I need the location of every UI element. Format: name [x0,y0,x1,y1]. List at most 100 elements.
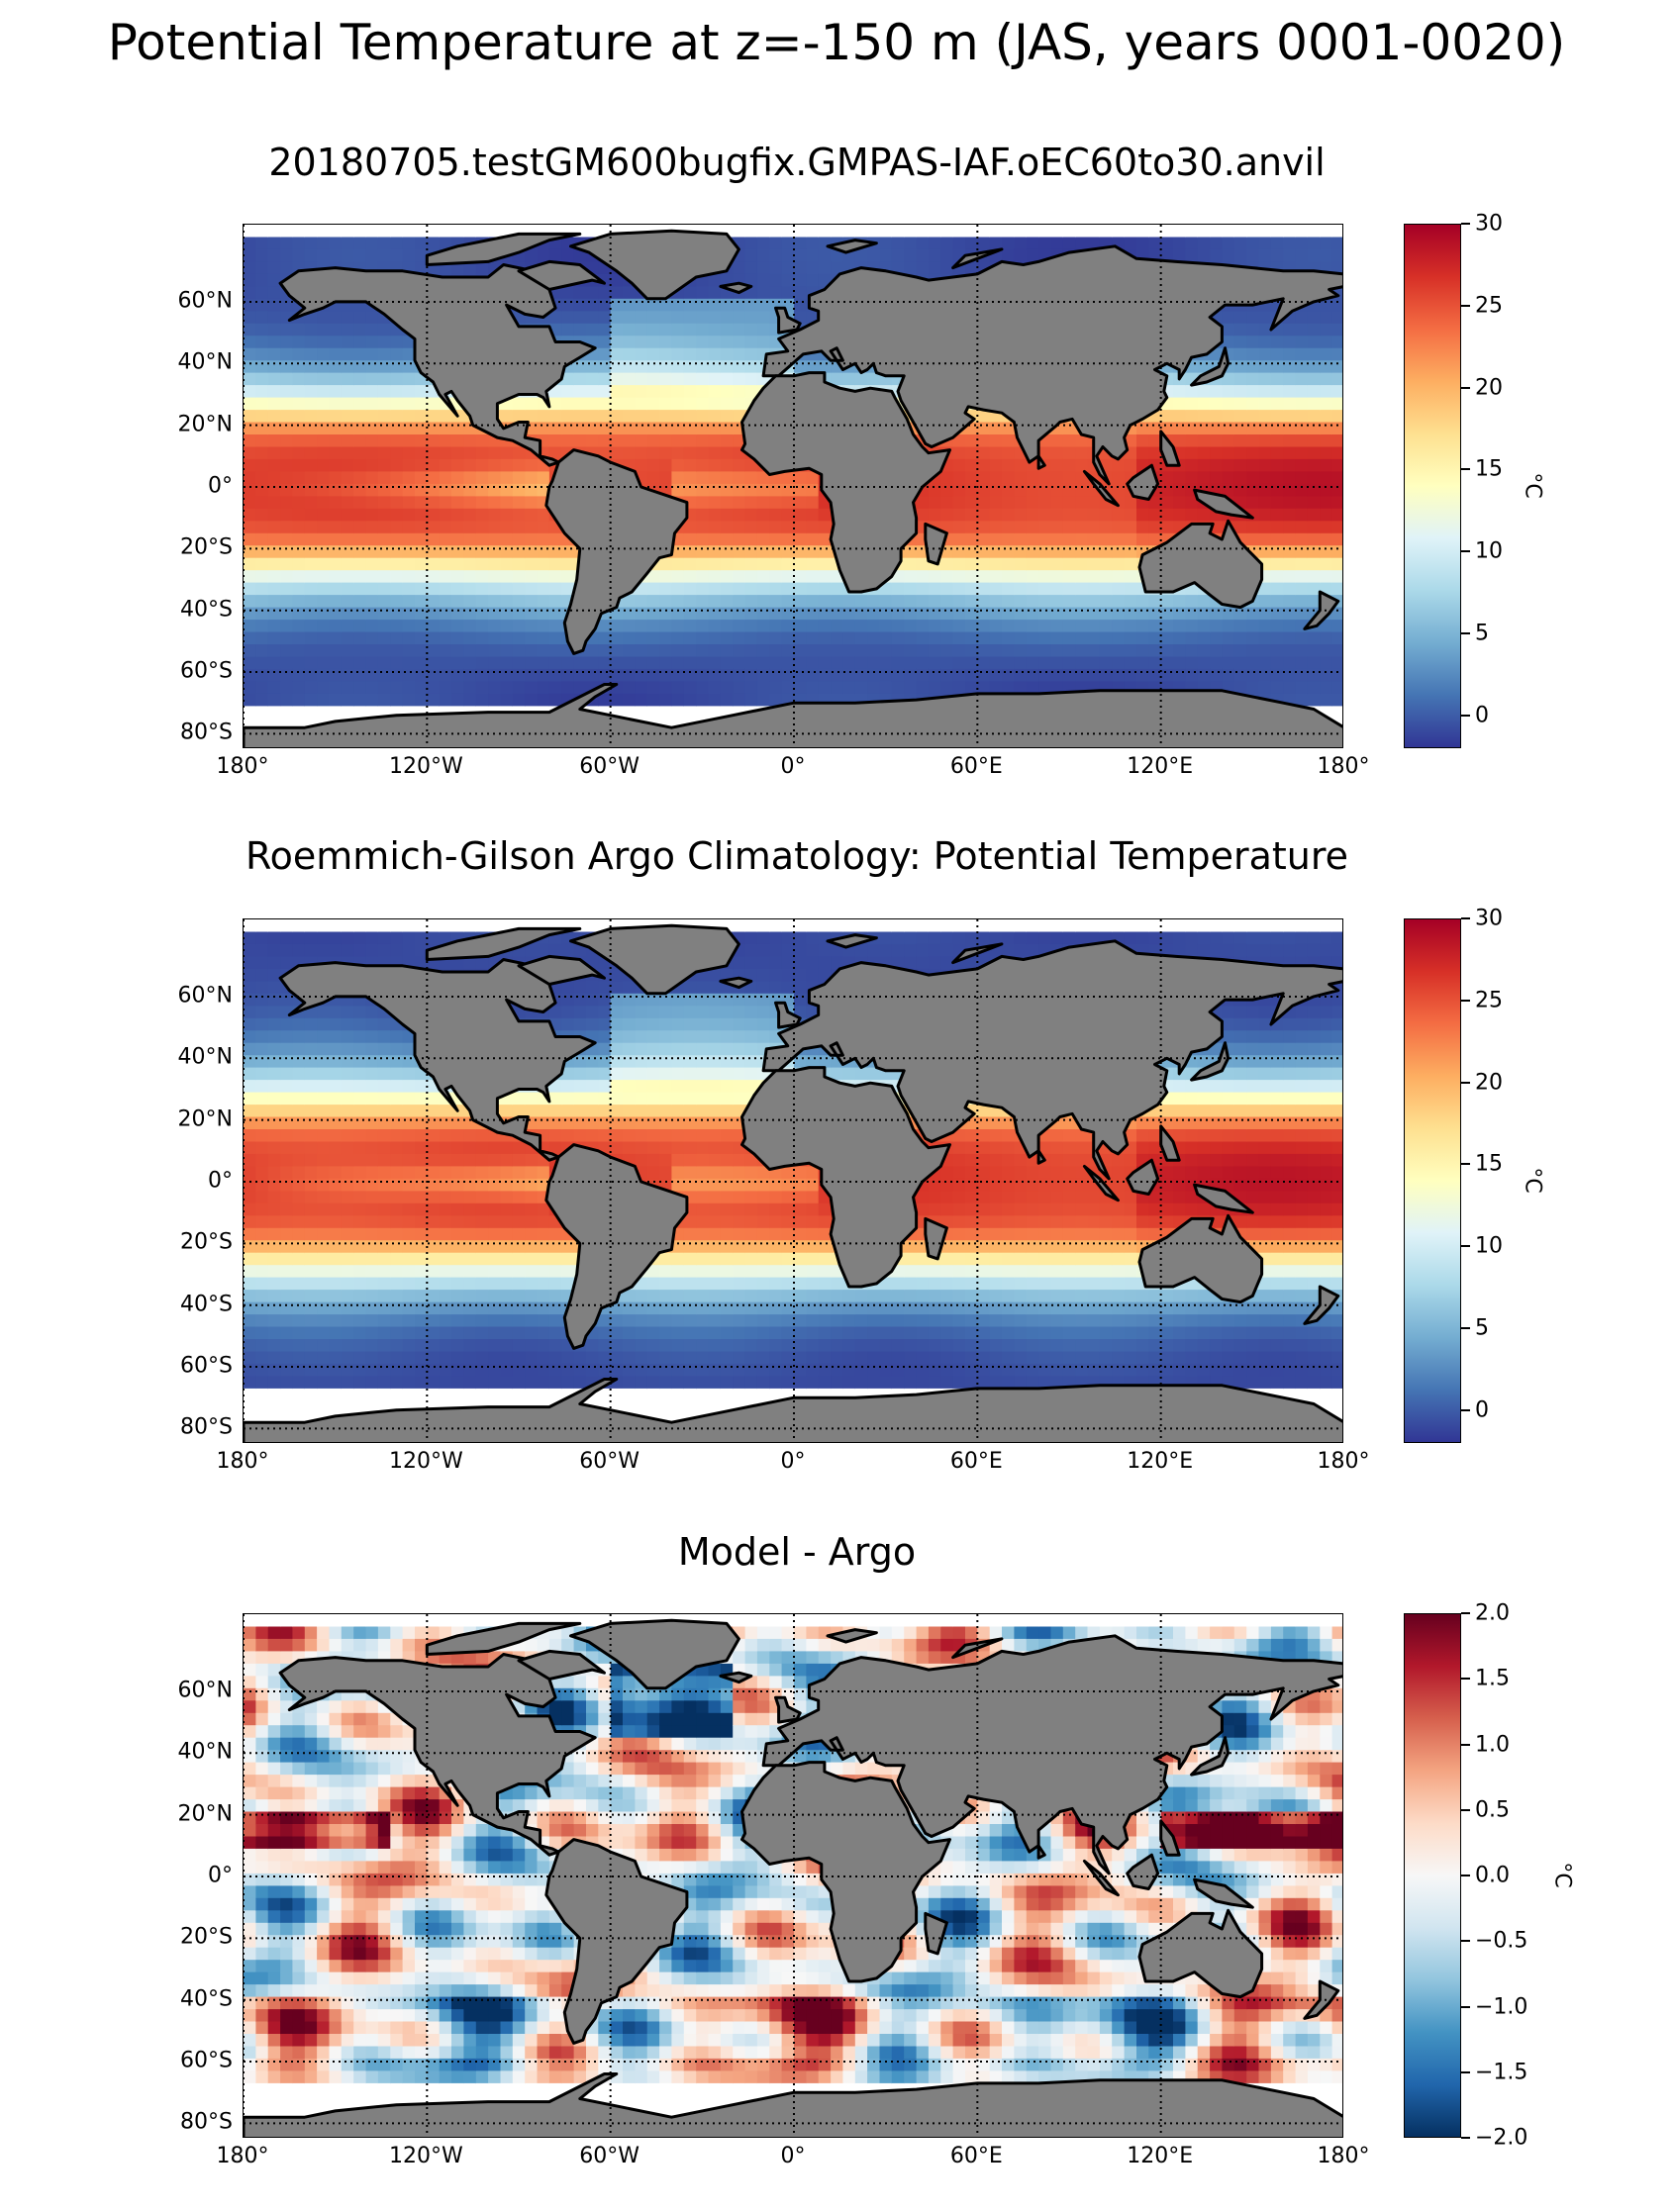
field-cell [708,372,722,386]
field-cell [977,668,991,682]
field-cell [1222,248,1235,262]
field-cell [1270,631,1284,645]
field-cell [1331,446,1342,460]
field-cell [806,557,820,571]
field-cell [402,943,416,957]
field-cell [402,582,416,596]
field-cell [1320,471,1333,485]
field-cell [1246,225,1260,239]
field-cell [818,631,832,645]
field-cell [1002,681,1015,695]
field-cell [989,434,1003,448]
field-cell [1050,532,1064,546]
field-cell [280,397,294,411]
field-cell [1258,496,1272,510]
field-cell [280,471,294,485]
field-cell [255,1265,269,1279]
field-cell [965,532,978,546]
field-cell [415,620,428,633]
field-cell [1320,570,1333,584]
field-cell [1233,397,1247,411]
field-cell [353,410,367,424]
field-cell [341,458,354,472]
field-cell [244,483,256,497]
field-cell [390,693,404,707]
field-cell [488,1351,502,1365]
field-cell [989,521,1003,534]
field-cell [365,323,379,337]
field-cell [292,336,306,349]
field-cell [267,1326,281,1340]
field-cell [1270,446,1284,460]
field-cell [708,422,722,435]
field-cell [952,644,966,658]
field-cell [1222,434,1235,448]
field-cell [867,681,881,695]
field-cell [1148,446,1162,460]
field-cell [463,508,477,522]
field-cell [928,237,941,250]
field-cell [904,582,918,596]
field-cell [353,1277,367,1291]
field-cell [244,1055,256,1069]
field-cell [623,668,636,682]
field-cell [1185,508,1199,522]
field-cell [377,1067,391,1081]
field-cell [659,595,673,609]
field-cell [402,508,416,522]
field-cell [267,1363,281,1377]
field-cell [463,1227,477,1241]
field-cell [292,668,306,682]
field-cell [1197,410,1211,424]
field-cell [573,397,587,411]
field-cell [304,360,318,374]
field-cell [390,1067,404,1081]
field-cell [1222,410,1235,424]
field-cell [512,1363,526,1377]
field-cell [525,545,539,559]
field-cell [292,1030,306,1044]
field-cell [463,1252,477,1266]
field-cell [488,1153,502,1167]
field-cell [353,496,367,510]
field-cell [377,347,391,361]
field-cell [586,311,599,325]
field-cell [415,1191,428,1204]
field-cell [683,644,697,658]
field-cell [989,582,1003,596]
field-cell [1197,595,1211,609]
field-cell [781,570,795,584]
field-cell [317,458,331,472]
field-cell [989,483,1003,497]
field-cell [1136,422,1149,435]
field-cell [255,1363,269,1377]
field-cell [683,446,697,460]
field-cell [1160,483,1174,497]
field-cell [341,1153,354,1167]
field-cell [1002,620,1015,633]
field-cell [1087,570,1101,584]
field-cell [390,508,404,522]
field-cell [1270,483,1284,497]
field-cell [659,372,673,386]
field-cell [292,1314,306,1328]
field-cell [916,508,930,522]
field-cell [475,446,489,460]
field-cell [525,644,539,658]
field-cell [329,1363,343,1377]
field-cell [439,607,452,621]
field-cell [1270,656,1284,670]
field-cell [1050,471,1064,485]
field-cell [1173,620,1186,633]
field-cell [977,521,991,534]
field-cell [341,631,354,645]
field-cell [525,1351,539,1365]
field-cell [488,446,502,460]
field-cell [415,225,428,239]
field-cell [696,595,710,609]
field-cell [451,1240,464,1254]
field-cell [1099,631,1113,645]
field-cell [598,631,612,645]
field-cell [317,532,331,546]
field-cell [377,336,391,349]
